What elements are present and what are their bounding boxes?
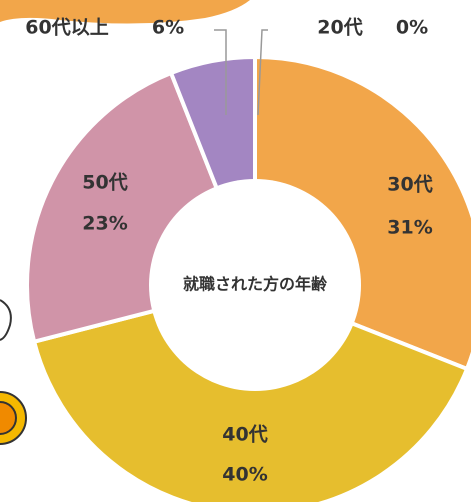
leader-line xyxy=(214,29,227,115)
value-label: 6% xyxy=(152,17,184,39)
category-label: 30代 xyxy=(387,174,432,196)
mascot xyxy=(0,299,27,445)
category-label: 60代以上 xyxy=(25,17,108,39)
value-label: 0% xyxy=(396,17,428,39)
donut-hole xyxy=(149,179,361,391)
slice xyxy=(31,282,470,502)
value-label: 23% xyxy=(82,213,127,235)
value-label: 31% xyxy=(387,217,432,239)
category-label: 50代 xyxy=(82,172,127,194)
value-label: 40% xyxy=(222,464,267,486)
decoration xyxy=(0,0,250,24)
category-label: 40代 xyxy=(222,424,267,446)
category-label: 20代 xyxy=(317,17,362,39)
leader-line xyxy=(257,29,268,116)
center-label: 就職された方の年齢 xyxy=(183,275,328,294)
